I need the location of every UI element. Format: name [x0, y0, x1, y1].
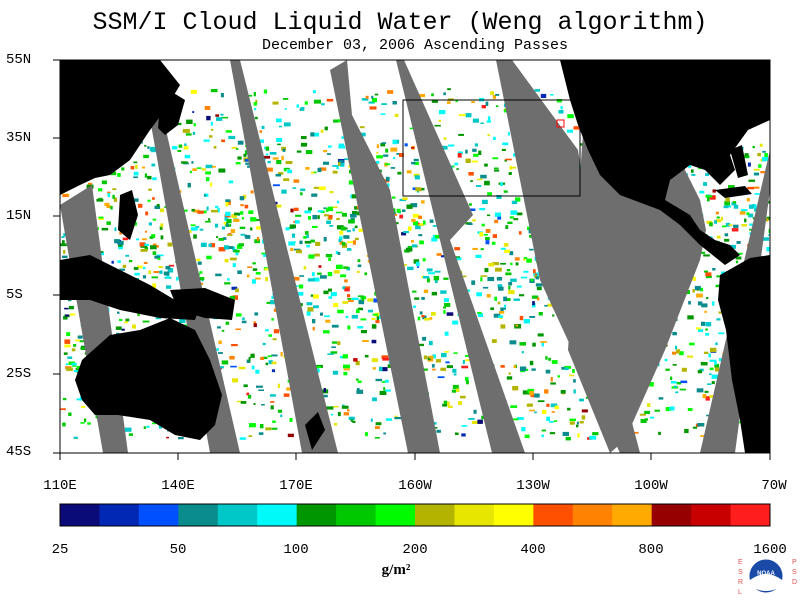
swath-gap — [330, 60, 440, 453]
swath-gap — [230, 60, 338, 453]
lat-label-25s: 25S — [6, 366, 32, 382]
australia — [75, 318, 222, 440]
philippines — [118, 190, 138, 240]
lon-label-70w: 70W — [761, 478, 787, 494]
colorbar-swatch — [138, 504, 179, 526]
logo-noaa-text: NOAA — [757, 571, 775, 577]
colorbar-swatch — [336, 504, 377, 526]
south-america — [718, 255, 770, 453]
colorbar-swatch — [572, 504, 613, 526]
lat-label-55n: 55N — [6, 52, 32, 68]
colorbar-swatch — [296, 504, 337, 526]
indonesia — [60, 255, 200, 320]
map-subtitle: December 03, 2006 Ascending Passes — [261, 37, 569, 54]
colorbar — [60, 504, 771, 526]
axis-ticks — [53, 59, 771, 460]
lon-label-100w: 100W — [634, 478, 668, 494]
colorbar-swatch — [217, 504, 258, 526]
colorbar-label-1600: 1600 — [753, 542, 787, 558]
swath-gaps — [60, 60, 770, 453]
colorbar-label-400: 400 — [520, 542, 546, 558]
colorbar-swatch — [533, 504, 574, 526]
colorbar-swatch — [612, 504, 653, 526]
station-marker — [556, 119, 565, 128]
region-box — [402, 99, 581, 197]
colorbar-swatch — [178, 504, 219, 526]
lat-label-15n: 15N — [6, 208, 32, 224]
north-america — [560, 60, 770, 265]
japan — [158, 92, 185, 135]
colorbar-label-100: 100 — [283, 542, 309, 558]
colorbar-swatch — [730, 504, 771, 526]
lat-label-45s: 45S — [6, 444, 32, 460]
lon-label-130w: 130W — [516, 478, 550, 494]
map-title: SSM/I Cloud Liquid Water (Weng algorithm… — [92, 8, 708, 37]
colorbar-swatch — [415, 504, 455, 526]
colorbar-swatch — [691, 504, 732, 526]
colorbar-swatch — [99, 504, 140, 526]
colorbar-swatch — [454, 504, 495, 526]
colorbar-label-50: 50 — [169, 542, 187, 558]
colorbar-swatch — [375, 504, 416, 526]
florida — [730, 145, 748, 178]
lat-label-5s: 5S — [6, 287, 23, 303]
colorbar-label-800: 800 — [638, 542, 664, 558]
asia-landmass — [60, 60, 180, 195]
colorbar-frame — [59, 503, 771, 527]
new-guinea — [170, 288, 235, 320]
colorbar-swatch — [60, 504, 100, 526]
lon-label-160w: 160W — [398, 478, 432, 494]
lat-label-35n: 35N — [6, 130, 32, 146]
colorbar-swatch — [493, 504, 534, 526]
colorbar-unit: g/m² — [381, 562, 411, 578]
land — [60, 60, 770, 453]
swath-gap — [148, 104, 240, 453]
colorbar-swatch — [257, 504, 298, 526]
lon-label-140e: 140E — [161, 478, 195, 494]
new-zealand — [305, 412, 325, 450]
lon-label-110e: 110E — [43, 478, 77, 494]
colorbar-swatch — [651, 504, 692, 526]
cuba — [715, 186, 752, 198]
swath-gap — [396, 60, 525, 453]
colorbar-label-200: 200 — [402, 542, 428, 558]
colorbar-label-25: 25 — [51, 542, 69, 558]
lon-label-170e: 170E — [279, 478, 313, 494]
